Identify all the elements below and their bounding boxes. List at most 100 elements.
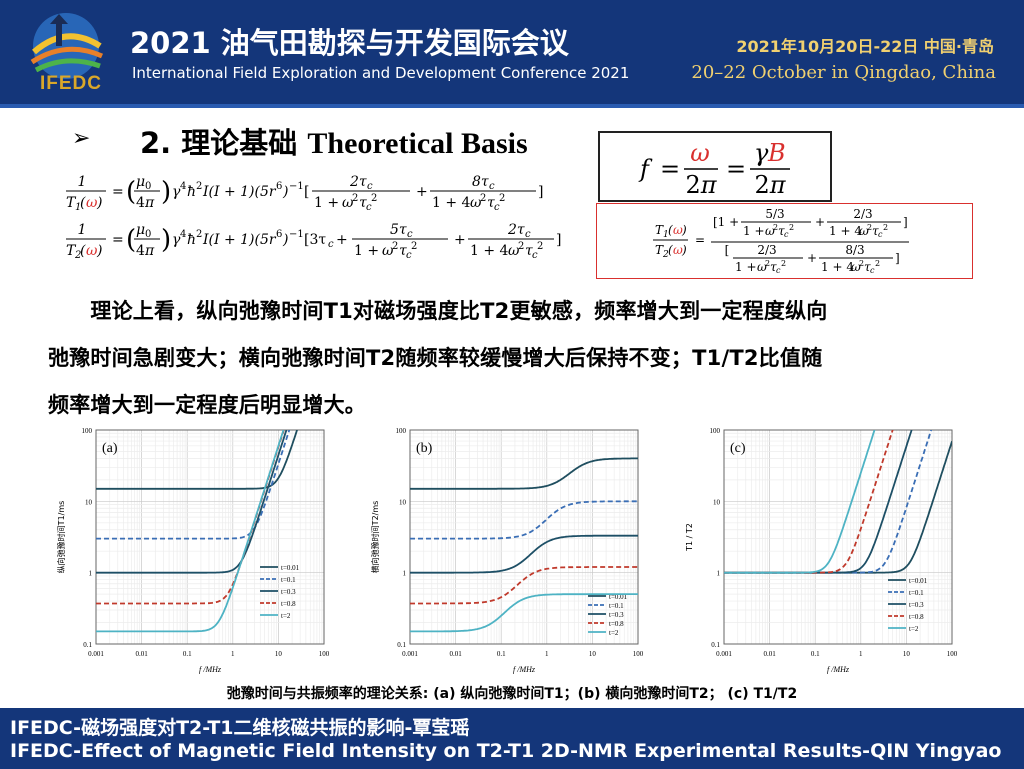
legend-label: t=0.3	[609, 611, 624, 619]
x-tick-label: 10	[275, 650, 283, 658]
svg-text:(: (	[126, 177, 136, 207]
y-tick-label: 1	[717, 570, 721, 578]
svg-text:=: =	[112, 184, 124, 200]
svg-text:ω: ω	[673, 223, 683, 237]
x-tick-label: 0.001	[402, 650, 418, 658]
svg-text:μ: μ	[136, 174, 145, 190]
x-tick-label: 0.1	[497, 650, 506, 658]
svg-text:2: 2	[859, 259, 864, 268]
figure-caption: 弛豫时间与共振频率的理论关系: (a) 纵向弛豫时间T1；(b) 横向弛豫时间T…	[226, 686, 798, 702]
svg-text:[3τ: [3τ	[304, 232, 326, 248]
svg-text:8/3: 8/3	[845, 243, 864, 257]
series-line	[410, 566, 638, 605]
footer-title-en: IFEDC-Effect of Magnetic Field Intensity…	[10, 740, 1002, 762]
y-tick-label: 100	[396, 427, 407, 435]
ratio-equation: T 1(ω) T 2(ω) = [1 + 5/3 1 + ω2 τ c2 + 2/3 1…	[653, 207, 909, 275]
svg-text:τ: τ	[770, 260, 777, 274]
svg-text:τ: τ	[525, 243, 533, 259]
svg-text:2π: 2π	[754, 171, 786, 199]
bullet-arrow-icon: ➢	[72, 125, 91, 150]
svg-text:1 +: 1 +	[314, 195, 339, 211]
svg-text:=: =	[112, 232, 124, 248]
svg-text:1 + 4: 1 + 4	[470, 243, 509, 259]
svg-text:T: T	[66, 195, 77, 211]
y-tick-label: 100	[710, 427, 721, 435]
svg-text:c: c	[878, 230, 883, 239]
svg-text:]: ]	[903, 215, 908, 229]
legend-label: t=0.1	[609, 602, 624, 610]
svg-text:4: 4	[136, 195, 145, 211]
series-line	[724, 430, 933, 574]
header-accent-line	[0, 104, 1024, 108]
legend-label: t=0.01	[909, 577, 928, 585]
series-line	[410, 457, 638, 490]
y-axis-label: T1 / T2	[685, 523, 694, 552]
y-tick-label: 1	[89, 570, 93, 578]
svg-text:2: 2	[411, 241, 417, 252]
svg-text:+: +	[416, 184, 428, 200]
svg-text:τ: τ	[872, 224, 879, 238]
svg-text:ω: ω	[86, 243, 98, 259]
svg-text:c: c	[366, 202, 372, 213]
svg-text:B: B	[767, 139, 786, 167]
svg-text:π: π	[144, 195, 155, 211]
y-tick-label: 0.1	[83, 641, 92, 649]
svg-text:5/3: 5/3	[765, 207, 784, 221]
svg-text:1 + 4: 1 + 4	[432, 195, 471, 211]
svg-text:ω: ω	[470, 195, 482, 211]
svg-text:2: 2	[392, 241, 398, 252]
svg-text:1: 1	[78, 174, 87, 190]
legend-label: t=2	[281, 612, 291, 620]
x-axis-label: f /MHz	[199, 665, 222, 674]
x-tick-label: 1	[231, 650, 235, 658]
svg-text:T: T	[655, 243, 664, 257]
svg-text:1: 1	[75, 202, 81, 213]
svg-text:2: 2	[781, 259, 786, 268]
legend-label: t=2	[609, 629, 619, 637]
x-tick-label: 0.01	[135, 650, 148, 658]
svg-text:+: +	[336, 232, 348, 248]
svg-text:2: 2	[537, 241, 543, 252]
theory-paragraph: 理论上看，纵向弛豫时间T1对磁场强度比T2更敏感，频率增大到一定程度纵向 弛豫时…	[48, 288, 998, 429]
x-tick-label: 0.001	[88, 650, 104, 658]
legend-label: t=0.8	[609, 620, 624, 628]
svg-text:ω: ω	[342, 195, 354, 211]
svg-text:2/3: 2/3	[757, 243, 776, 257]
svg-text:τ: τ	[359, 195, 367, 211]
svg-text:τ: τ	[864, 260, 871, 274]
svg-text:1 +: 1 +	[354, 243, 379, 259]
svg-text:c: c	[489, 181, 495, 192]
svg-text:2: 2	[883, 223, 888, 232]
series-line	[724, 430, 876, 574]
svg-text:1: 1	[663, 230, 669, 240]
logo-text: IFEDC	[40, 73, 102, 94]
plot-frame	[723, 429, 953, 645]
series-line	[96, 430, 288, 574]
plot-frame	[95, 429, 325, 645]
paragraph-line-2: 弛豫时间急剧变大；横向弛豫时间T2随频率较缓慢增大后保持不变；T1/T2比值随	[48, 346, 823, 370]
svg-text:γ: γ	[172, 184, 181, 200]
svg-text:6: 6	[276, 181, 282, 192]
svg-text:c: c	[870, 266, 875, 275]
series-line	[410, 593, 638, 633]
svg-text:τ: τ	[778, 224, 785, 238]
svg-text:1: 1	[78, 222, 87, 238]
legend-label: t=0.3	[281, 588, 296, 596]
chart-t1t2-ratio-vs-frequency: 0.001 0.01 0.1 1 10 100 0.1 1 10 100 f /MHz T1 / T2…	[680, 422, 968, 680]
y-axis-label: 纵向弛豫时间T1/ms	[56, 501, 66, 574]
svg-text:2: 2	[352, 193, 358, 204]
x-tick-label: 0.1	[811, 650, 820, 658]
legend-label: t=0.1	[281, 576, 296, 584]
svg-text:(: (	[668, 243, 673, 257]
x-tick-label: 1	[545, 650, 549, 658]
svg-text:c: c	[406, 250, 412, 261]
svg-text:2: 2	[480, 193, 486, 204]
svg-text:2/3: 2/3	[853, 207, 872, 221]
x-tick-label: 1	[859, 650, 863, 658]
section-title-en: Theoretical Basis	[307, 127, 528, 160]
svg-text:): )	[96, 195, 102, 211]
series-line	[96, 430, 285, 605]
svg-text:T: T	[66, 243, 77, 259]
